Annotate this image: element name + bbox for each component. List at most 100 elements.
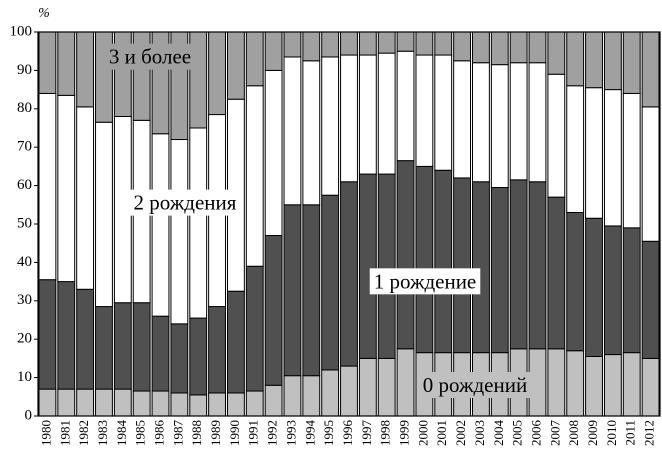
bar-segment: [603, 31, 622, 91]
x-tick-label: 1981: [57, 420, 72, 446]
bar-segment: [566, 85, 585, 213]
bar-segment: [245, 265, 264, 392]
bar-segment: [603, 225, 622, 356]
x-tick-label: 2002: [453, 420, 468, 446]
bar-segment: [170, 392, 189, 417]
bar-segment: [57, 31, 76, 96]
bar-segment: [302, 60, 321, 206]
bar-segment: [377, 173, 396, 359]
bar-segment: [377, 357, 396, 417]
bar-segment: [641, 106, 660, 242]
bar-segment: [622, 352, 641, 417]
x-tick-label: 1982: [76, 420, 91, 446]
bar-segment: [547, 73, 566, 198]
series-label-box: [104, 43, 196, 70]
x-tick-label: 1996: [340, 420, 355, 447]
x-tick-label: 1988: [189, 420, 204, 446]
bar-segment: [151, 133, 170, 317]
bar-segment: [358, 54, 377, 175]
bar-segment: [641, 31, 660, 108]
bar-segment: [622, 31, 641, 94]
bar-segment: [170, 323, 189, 394]
bar-segment: [283, 375, 302, 417]
x-tick-label: 2003: [472, 420, 487, 446]
bar-segment: [264, 235, 283, 386]
bar-segment: [113, 115, 132, 304]
bar-segment: [641, 357, 660, 417]
bar-segment: [641, 240, 660, 359]
bar-segment: [208, 31, 226, 116]
bar-segment: [57, 388, 76, 417]
y-tick-label: 80: [17, 100, 32, 116]
bar-segment: [264, 31, 283, 71]
y-axis-label: %: [38, 6, 50, 21]
bar-segment: [208, 392, 226, 417]
bar-segment: [490, 31, 509, 66]
x-tick-label: 1986: [151, 420, 166, 447]
bar-segment: [321, 369, 340, 417]
bar-segment: [38, 92, 57, 281]
bar-segment: [547, 31, 566, 75]
series-label: 1 рождение: [374, 269, 477, 293]
bar-segment: [585, 87, 603, 219]
y-tick-label: 10: [17, 369, 32, 385]
x-tick-label: 2010: [604, 420, 619, 446]
series-label: 0 рождений: [423, 373, 527, 397]
bar-segment: [547, 196, 566, 350]
bar-segment: [57, 94, 76, 283]
bar-segment: [189, 394, 208, 417]
bar-segment: [490, 187, 509, 354]
bar-segment: [528, 348, 547, 417]
bar-segment: [358, 31, 377, 56]
bar-segment: [396, 160, 415, 350]
bar-segment: [585, 217, 603, 357]
bar-segment: [415, 165, 434, 354]
bar-segment: [509, 62, 528, 181]
bar-segment: [151, 390, 170, 417]
bar-segment: [566, 31, 585, 87]
bar-segment: [415, 31, 434, 56]
bar-segment: [377, 31, 396, 54]
bar-segment: [321, 194, 340, 371]
x-tick-label: 2008: [566, 420, 581, 446]
y-tick-label: 40: [17, 254, 32, 270]
bar-segment: [603, 354, 622, 417]
bar-segment: [95, 306, 113, 390]
bar-segment: [358, 173, 377, 359]
bar-segment: [113, 388, 132, 417]
bar-segment: [490, 64, 509, 189]
bar-segment: [264, 69, 283, 237]
x-tick-label: 2012: [642, 420, 657, 446]
x-tick-label: 2011: [623, 420, 638, 446]
x-tick-label: 1980: [38, 420, 53, 446]
bar-segment: [453, 60, 472, 179]
bar-segment: [622, 227, 641, 354]
x-tick-label: 1994: [302, 420, 317, 447]
y-tick-label: 100: [10, 23, 33, 39]
bar-segment: [472, 62, 490, 183]
x-tick-label: 2005: [510, 420, 525, 446]
bar-segment: [95, 388, 113, 417]
bar-segment: [472, 181, 490, 354]
bar-segment: [358, 357, 377, 417]
bar-segment: [151, 315, 170, 392]
series-label-box: [418, 372, 532, 399]
x-tick-label: 1998: [378, 420, 393, 446]
bar-segment: [509, 179, 528, 350]
bar-segment: [415, 54, 434, 167]
bar-segment: [245, 390, 264, 417]
bar-segment: [189, 127, 208, 319]
bar-segment: [528, 181, 547, 350]
bar-segment: [76, 388, 95, 417]
x-tick-label: 1999: [397, 420, 412, 446]
x-tick-label: 1997: [359, 420, 374, 447]
x-tick-label: 1991: [246, 420, 261, 446]
bar-segment: [76, 288, 95, 390]
y-tick-label: 90: [17, 62, 32, 78]
bar-segment: [434, 54, 453, 171]
x-tick-label: 1995: [321, 420, 336, 446]
series-label: 3 и более: [109, 45, 191, 69]
bar-segment: [283, 204, 302, 377]
bar-segment: [245, 85, 264, 267]
